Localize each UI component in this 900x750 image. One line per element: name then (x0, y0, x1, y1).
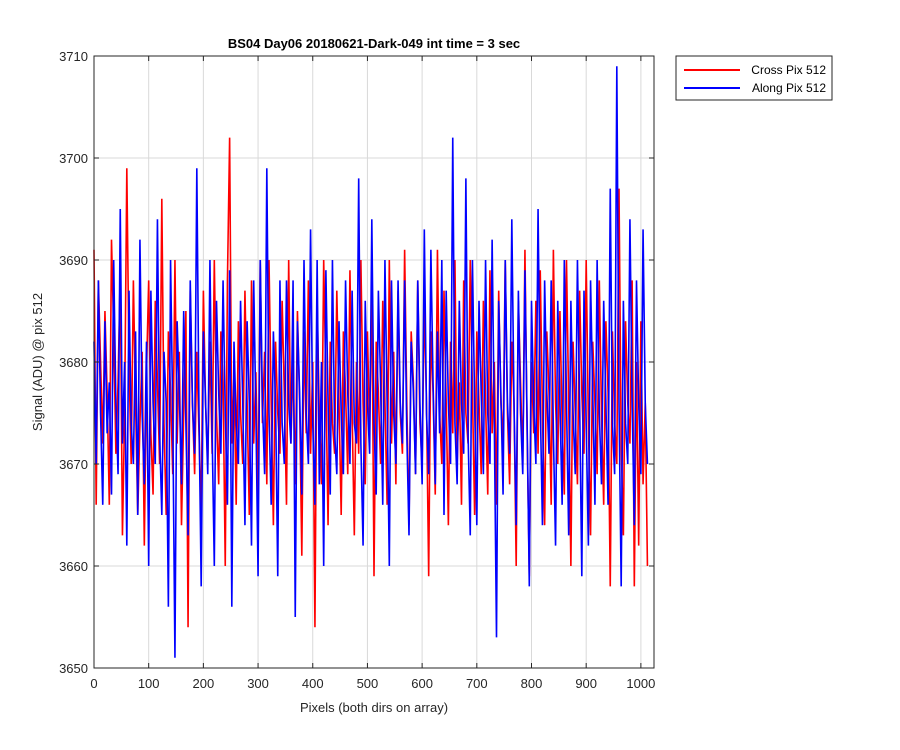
x-tick-label: 500 (357, 676, 379, 691)
ticks: 0 100 200 300 400 500 600 700 800 900 1000 3650 3660… (59, 49, 655, 691)
x-tick-label: 1000 (626, 676, 655, 691)
y-tick-label: 3680 (59, 355, 88, 370)
chart-title: BS04 Day06 20180621-Dark-049 int time = … (228, 36, 520, 51)
x-tick-label: 200 (193, 676, 215, 691)
x-tick-label: 100 (138, 676, 160, 691)
y-tick-label: 3710 (59, 49, 88, 64)
x-tick-label: 400 (302, 676, 324, 691)
y-tick-label: 3660 (59, 559, 88, 574)
x-tick-label: 300 (247, 676, 269, 691)
legend-label-cross: Cross Pix 512 (751, 63, 826, 77)
y-tick-label: 3650 (59, 661, 88, 676)
legend-box (675, 55, 833, 101)
y-tick-label: 3670 (59, 457, 88, 472)
y-tick-label: 3700 (59, 151, 88, 166)
x-axis-label: Pixels (both dirs on array) (300, 700, 448, 715)
x-tick-label: 800 (521, 676, 543, 691)
legend: Cross Pix 512 Along Pix 512 (675, 55, 833, 101)
series-line-along-pix-512 (93, 66, 649, 658)
x-tick-label: 700 (466, 676, 488, 691)
y-axis-label: Signal (ADU) @ pix 512 (30, 293, 45, 431)
x-tick-label: 0 (90, 676, 97, 691)
y-tick-label: 3690 (59, 253, 88, 268)
x-tick-label: 600 (411, 676, 433, 691)
legend-label-along: Along Pix 512 (752, 81, 826, 95)
series-layer (93, 66, 649, 658)
x-tick-label: 900 (575, 676, 597, 691)
